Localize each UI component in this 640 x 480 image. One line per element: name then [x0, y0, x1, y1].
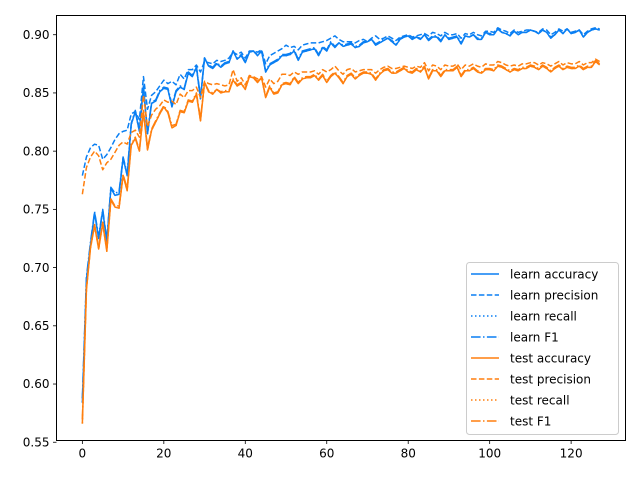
y-tick-label: 0.60 — [23, 377, 50, 391]
legend-label: learn F1 — [510, 330, 559, 344]
x-tick-label: 40 — [238, 447, 253, 461]
plot-area-frame — [56, 15, 626, 441]
legend-label: learn accuracy — [510, 267, 598, 281]
legend-label: test F1 — [510, 414, 551, 428]
series-line-test-precision — [81, 58, 601, 195]
series-line-learn-f1 — [81, 28, 600, 399]
series-line-learn-recall — [81, 28, 600, 403]
plot-lines — [81, 26, 601, 424]
legend: learn accuracy learn precision learn recal… — [466, 262, 619, 435]
y-tick-label: 0.80 — [23, 144, 50, 158]
x-tick-label: 20 — [156, 447, 171, 461]
x-tick-label: 80 — [401, 447, 416, 461]
x-tick-label: 60 — [319, 447, 334, 461]
y-tick-label: 0.65 — [23, 319, 50, 333]
legend-label: test accuracy — [510, 351, 591, 365]
x-tick-label: 0 — [79, 447, 87, 461]
legend-label: test recall — [510, 393, 570, 407]
y-axis: 0.55 0.60 0.65 0.70 0.75 0.80 0.85 0.90 — [23, 28, 57, 449]
x-tick-label: 120 — [560, 447, 583, 461]
legend-label: test precision — [510, 372, 591, 386]
legend-label: learn precision — [510, 288, 598, 302]
y-tick-label: 0.55 — [23, 435, 50, 449]
x-axis: 0 20 40 60 80 100 120 — [79, 440, 583, 461]
y-tick-label: 0.70 — [23, 261, 50, 275]
legend-box — [466, 262, 619, 435]
series-line-learn-precision — [81, 26, 600, 176]
y-tick-label: 0.85 — [23, 86, 50, 100]
series-line-test-f1 — [81, 59, 601, 419]
y-tick-label: 0.90 — [23, 28, 50, 42]
x-tick-label: 100 — [478, 447, 501, 461]
legend-label: learn recall — [510, 309, 577, 323]
y-tick-label: 0.75 — [23, 203, 50, 217]
